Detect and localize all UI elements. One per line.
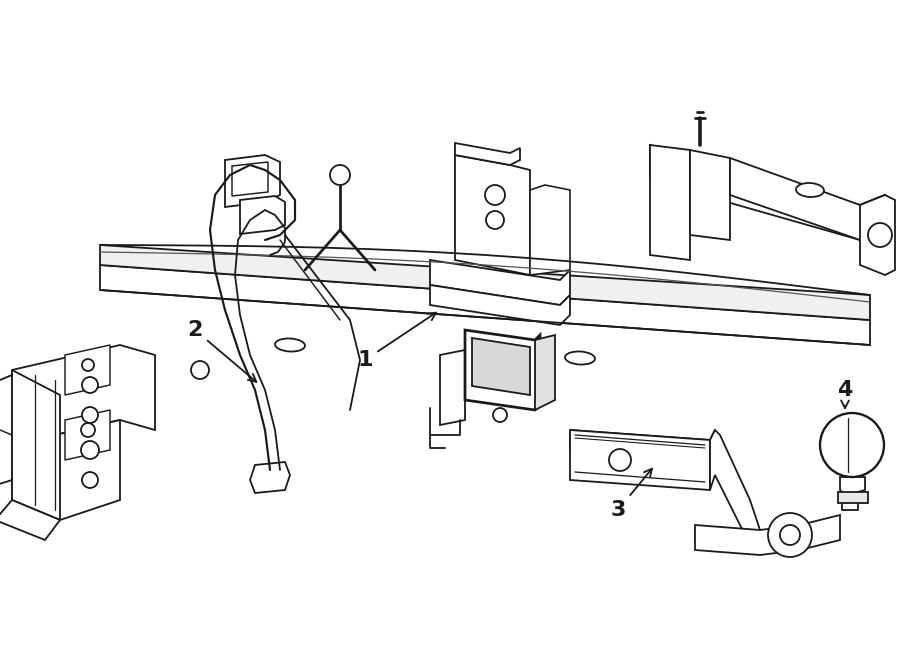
Polygon shape <box>840 477 865 510</box>
Polygon shape <box>535 335 555 410</box>
Text: 1: 1 <box>357 312 436 370</box>
Circle shape <box>485 185 505 205</box>
Circle shape <box>82 377 98 393</box>
Polygon shape <box>530 185 570 275</box>
Circle shape <box>82 359 94 371</box>
Polygon shape <box>0 500 60 540</box>
Circle shape <box>820 413 884 477</box>
Circle shape <box>191 361 209 379</box>
Polygon shape <box>12 420 120 520</box>
Polygon shape <box>455 143 520 165</box>
Polygon shape <box>250 462 290 493</box>
Circle shape <box>81 423 95 437</box>
Polygon shape <box>232 162 268 196</box>
Circle shape <box>81 441 99 459</box>
Polygon shape <box>472 338 530 395</box>
Polygon shape <box>65 410 110 460</box>
Polygon shape <box>690 150 730 240</box>
Polygon shape <box>570 430 715 460</box>
Circle shape <box>780 525 800 545</box>
Text: 3: 3 <box>610 469 652 520</box>
Polygon shape <box>838 492 868 503</box>
Polygon shape <box>710 430 760 535</box>
Polygon shape <box>100 245 870 320</box>
Ellipse shape <box>565 352 595 365</box>
Polygon shape <box>860 195 895 275</box>
Polygon shape <box>12 370 60 520</box>
Polygon shape <box>430 260 570 305</box>
Polygon shape <box>440 350 465 425</box>
Circle shape <box>493 408 507 422</box>
Polygon shape <box>12 345 155 445</box>
Circle shape <box>82 407 98 423</box>
Polygon shape <box>650 145 885 240</box>
Polygon shape <box>455 155 530 275</box>
Circle shape <box>868 223 892 247</box>
Circle shape <box>486 211 504 229</box>
Polygon shape <box>225 155 280 207</box>
Circle shape <box>609 449 631 471</box>
Polygon shape <box>730 158 885 240</box>
Polygon shape <box>100 265 870 345</box>
Polygon shape <box>650 145 690 260</box>
Polygon shape <box>65 345 110 395</box>
Circle shape <box>82 472 98 488</box>
Ellipse shape <box>796 183 824 197</box>
Polygon shape <box>465 330 540 410</box>
Circle shape <box>768 513 812 557</box>
Text: 2: 2 <box>187 320 256 382</box>
Ellipse shape <box>275 338 305 352</box>
Polygon shape <box>695 515 840 555</box>
Polygon shape <box>240 196 285 234</box>
Text: 4: 4 <box>837 380 852 408</box>
Polygon shape <box>430 285 570 325</box>
Circle shape <box>330 165 350 185</box>
Polygon shape <box>570 430 710 490</box>
